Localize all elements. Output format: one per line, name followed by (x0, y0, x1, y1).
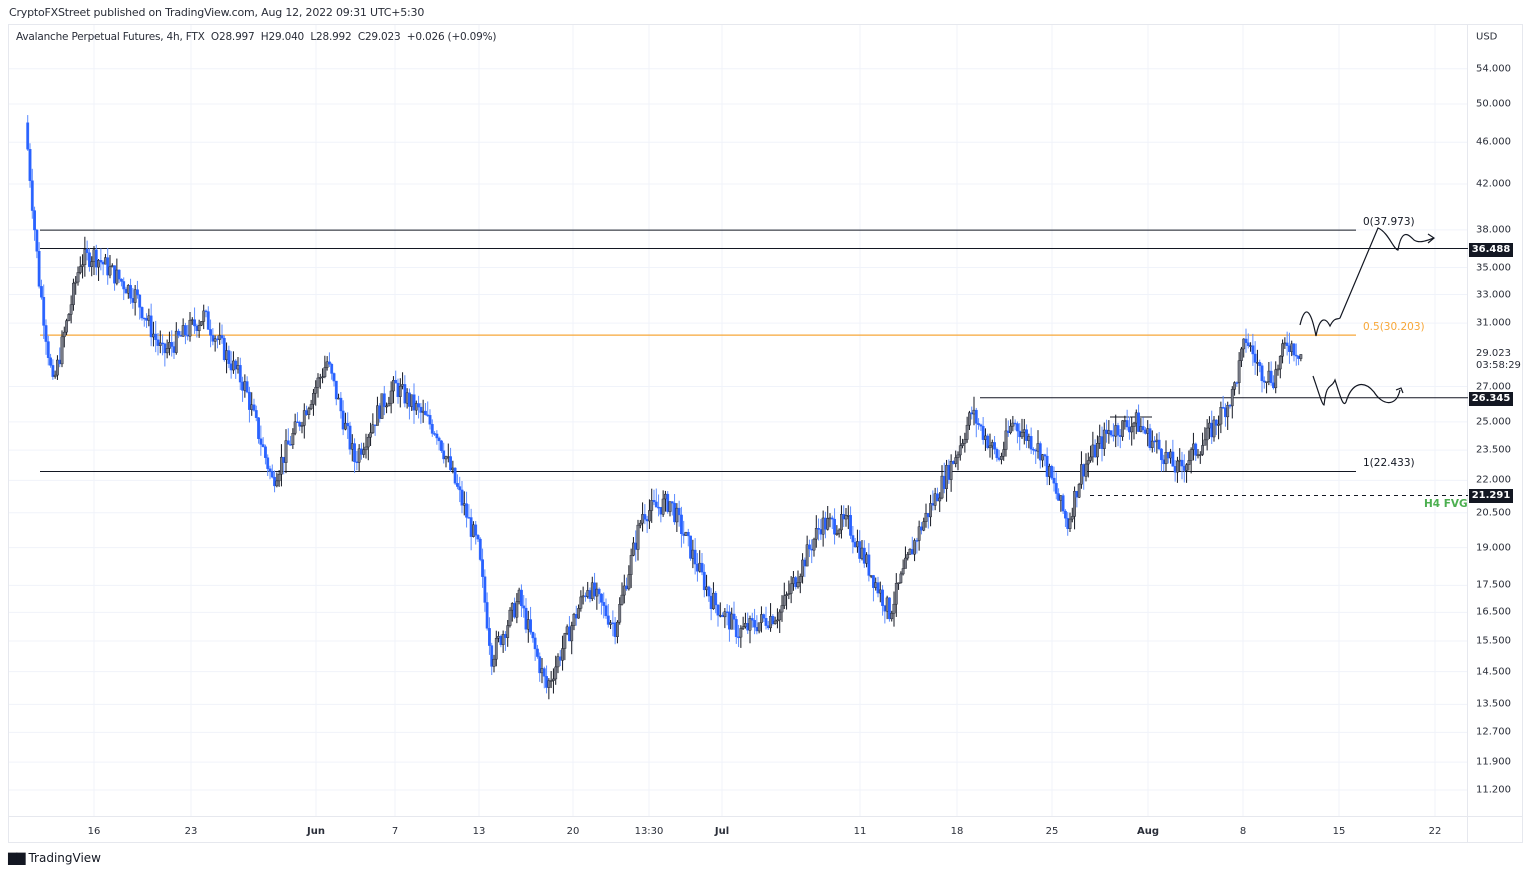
brand-name: TradingView (28, 851, 101, 865)
price-tag-26345: 26.345 (1469, 392, 1513, 406)
price-tick: 11.900 (1476, 756, 1511, 768)
fib-05-label: 0.5(30.203) (1363, 321, 1425, 333)
price-tick: 17.500 (1476, 579, 1511, 591)
current-price-label: 29.023 03:58:29 (1476, 348, 1521, 372)
time-tick: 7 (391, 826, 399, 837)
time-tick: 13 (472, 826, 486, 837)
price-tick: 13.500 (1476, 698, 1511, 710)
chart-legend: Avalanche Perpetual Futures, 4h, FTX O28… (16, 31, 497, 43)
legend-close: C29.023 (357, 31, 401, 43)
time-tick: 8 (1239, 826, 1247, 837)
price-tick: 46.000 (1476, 136, 1511, 148)
price-tick: 12.700 (1476, 726, 1511, 738)
price-tick: 20.500 (1476, 507, 1511, 519)
legend-change: +0.026 (+0.09%) (406, 31, 497, 43)
price-tick: 35.000 (1476, 262, 1511, 274)
tradingview-brand[interactable]: ▇▇ TradingView (8, 851, 101, 865)
price-tick: 14.500 (1476, 666, 1511, 678)
legend-low: L28.992 (310, 31, 352, 43)
tradingview-logo-icon: ▇▇ (8, 851, 25, 865)
current-price: 29.023 (1476, 348, 1511, 359)
price-scale[interactable] (1468, 24, 1523, 817)
price-tick: 50.000 (1476, 98, 1511, 110)
time-tick: 16 (87, 826, 101, 837)
time-tick: 25 (1045, 826, 1059, 837)
price-tick: 38.000 (1476, 224, 1511, 236)
price-tick: 54.000 (1476, 63, 1511, 75)
price-tag-36488: 36.488 (1469, 243, 1513, 257)
fvg-label: H4 FVG (1424, 498, 1468, 510)
price-tag-21291: 21.291 (1469, 489, 1513, 503)
time-tick: 20 (566, 826, 580, 837)
fib-0-label: 0(37.973) (1363, 216, 1415, 228)
price-tick: 25.000 (1476, 416, 1511, 428)
fib-1-label: 1(22.433) (1363, 457, 1415, 469)
time-tick: 11 (853, 826, 867, 837)
time-tick: Aug (1136, 826, 1160, 837)
price-tick: 15.500 (1476, 635, 1511, 647)
publisher-line: CryptoFXStreet published on TradingView.… (9, 6, 425, 19)
time-tick: Jul (714, 826, 730, 837)
time-axis[interactable] (8, 817, 1468, 843)
time-tick: 13:30 (634, 826, 664, 837)
price-tick: 22.000 (1476, 474, 1511, 486)
price-tick: 19.000 (1476, 542, 1511, 554)
time-tick: 18 (950, 826, 964, 837)
legend-high: H29.040 (260, 31, 305, 43)
time-tick: 22 (1428, 826, 1442, 837)
price-tick: 42.000 (1476, 178, 1511, 190)
price-tick: 16.500 (1476, 606, 1511, 618)
bar-countdown: 03:58:29 (1476, 360, 1521, 371)
currency-label: USD (1476, 31, 1498, 43)
time-tick: Jun (307, 826, 325, 837)
price-tick: 11.200 (1476, 784, 1511, 796)
price-tick: 33.000 (1476, 289, 1511, 301)
legend-open: O28.997 (210, 31, 255, 43)
price-tick: 23.500 (1476, 444, 1511, 456)
legend-symbol: Avalanche Perpetual Futures, 4h, FTX (16, 31, 205, 43)
time-tick: 23 (184, 826, 198, 837)
chart-frame[interactable] (8, 24, 1468, 817)
price-tick: 27.000 (1476, 381, 1511, 393)
price-tick: 31.000 (1476, 317, 1511, 329)
time-tick: 15 (1332, 826, 1346, 837)
axis-corner (1468, 817, 1523, 843)
